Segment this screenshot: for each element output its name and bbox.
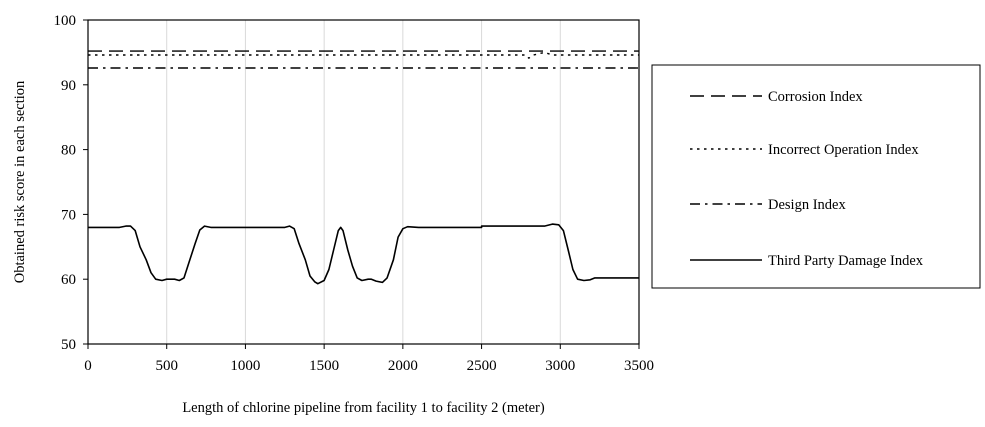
- legend-label: Third Party Damage Index: [768, 253, 924, 269]
- y-tick-label: 70: [61, 207, 76, 223]
- y-tick-label: 90: [61, 78, 76, 94]
- y-axis-title: Obtained risk score in each section: [12, 80, 28, 283]
- gridlines: [166, 20, 561, 344]
- x-tick-label: 2500: [467, 358, 497, 374]
- series-line: [88, 223, 639, 285]
- x-tick-label: 0: [84, 358, 92, 374]
- legend-label: Incorrect Operation Index: [768, 142, 919, 158]
- legend-label: Corrosion Index: [768, 89, 863, 105]
- legend: Corrosion Index Incorrect Operation Index…: [651, 64, 981, 289]
- y-tick-label: 50: [61, 337, 76, 353]
- series-lines: [88, 50, 639, 285]
- axis-ticks: 0 500 1000 1500 2000 2500 3000 3500 50 60 70 80 90 10…: [54, 13, 655, 374]
- legend-label: Design Index: [768, 197, 846, 213]
- x-tick-label: 1500: [309, 358, 339, 374]
- legend-box: [651, 64, 981, 289]
- y-tick-label: 80: [61, 143, 76, 159]
- x-tick-label: 3500: [624, 358, 654, 374]
- x-tick-label: 3000: [545, 358, 575, 374]
- series-line: [88, 51, 639, 59]
- x-axis-title: Length of chlorine pipeline from facilit…: [182, 400, 545, 416]
- x-tick-label: 1000: [230, 358, 260, 374]
- y-tick-label: 100: [54, 13, 77, 29]
- x-tick-label: 500: [155, 358, 178, 374]
- plot-area-frame: [87, 19, 640, 345]
- x-tick-label: 2000: [388, 358, 418, 374]
- y-tick-label: 60: [61, 272, 76, 288]
